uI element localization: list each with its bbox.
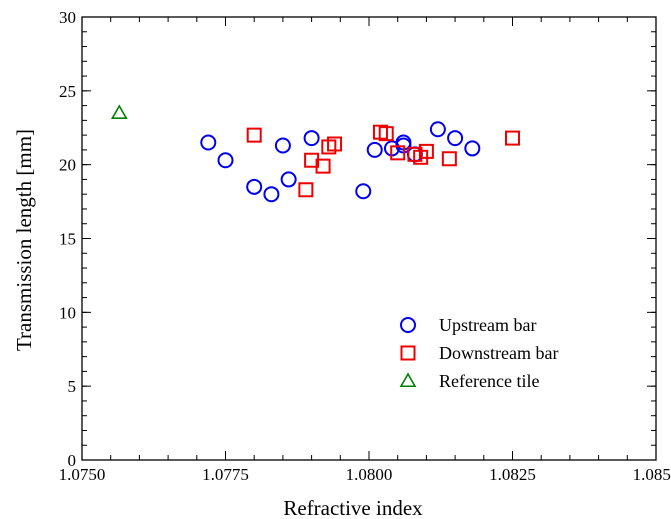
square-marker — [378, 126, 394, 142]
square-marker — [327, 136, 343, 152]
circle-marker — [200, 134, 217, 151]
x-tick-label: 1.0750 — [59, 465, 106, 484]
circle-marker — [447, 130, 464, 147]
series-circle — [200, 121, 481, 203]
y-tick-label: 15 — [59, 230, 76, 249]
axis-ticks — [81, 16, 657, 461]
square-marker — [298, 182, 314, 198]
circle-marker — [464, 140, 481, 157]
circle-marker — [263, 186, 280, 203]
legend-label: Downstream bar — [439, 343, 558, 363]
legend-item: Reference tile — [399, 371, 539, 391]
x-tick-label: 1.0775 — [202, 465, 249, 484]
legend-circle-icon — [400, 317, 416, 333]
y-tick-label: 20 — [59, 156, 76, 175]
square-marker — [441, 151, 457, 167]
square-marker — [390, 145, 406, 161]
circle-marker — [274, 137, 291, 154]
legend-label: Upstream bar — [439, 315, 536, 335]
square-marker — [246, 127, 262, 143]
series-square — [246, 124, 520, 198]
y-tick-label: 5 — [68, 377, 77, 396]
y-axis-label: Transmission length [mm] — [12, 129, 36, 351]
data-markers — [110, 104, 520, 203]
square-marker — [505, 130, 520, 146]
circle-marker — [355, 183, 372, 200]
square-marker — [418, 143, 434, 159]
y-tick-label: 10 — [59, 303, 76, 322]
y-tick-label: 0 — [68, 451, 77, 470]
legend-triangle-icon — [399, 372, 417, 388]
plot-border — [81, 16, 657, 461]
legend: Upstream bar Downstream bar Reference tile — [399, 315, 558, 391]
circle-marker — [280, 171, 297, 188]
legend-item: Upstream bar — [400, 315, 536, 335]
circle-marker — [429, 121, 446, 138]
square-marker — [315, 158, 331, 174]
legend-square-icon — [400, 345, 416, 361]
circle-marker — [366, 141, 383, 158]
legend-item: Downstream bar — [400, 343, 558, 363]
y-tick-label: 25 — [59, 82, 76, 101]
circle-marker — [217, 152, 234, 169]
triangle-marker — [110, 104, 128, 120]
plot-frame — [81, 16, 657, 461]
x-tick-label: 1.0800 — [346, 465, 393, 484]
circle-marker — [303, 130, 320, 147]
x-axis-label: Refractive index — [283, 496, 423, 519]
y-tick-label: 30 — [59, 8, 76, 27]
x-tick-label: 1.0825 — [489, 465, 536, 484]
legend-label: Reference tile — [439, 371, 539, 391]
circle-marker — [246, 178, 263, 195]
series-triangle — [110, 104, 128, 120]
